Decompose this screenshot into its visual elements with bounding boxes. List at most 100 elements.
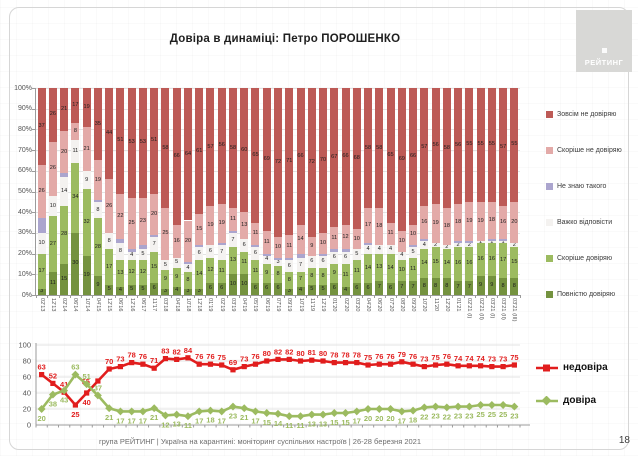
trust-line-chart: 0204060801006352412540557073787671838284… <box>18 341 530 430</box>
trust-point <box>274 409 282 418</box>
distrust-point <box>376 361 382 367</box>
bar-value-label: 5 <box>411 249 415 256</box>
line-value-label: 25 <box>71 410 79 419</box>
bar-segment <box>138 284 147 295</box>
bar-segment <box>307 284 316 295</box>
legend-label: Скоріше не довіряю <box>557 147 622 154</box>
x-tick-label: 02'14 <box>61 298 68 312</box>
bar-segment <box>431 247 440 279</box>
line-value-label: 78 <box>341 351 349 360</box>
bar-segment <box>37 232 46 254</box>
legend-item: Скоріше довіряю <box>546 255 622 262</box>
x-tick-label: 12'16 <box>128 298 135 312</box>
bar-segment <box>251 259 260 283</box>
bar-value-label: 14 <box>61 188 68 194</box>
legend-swatch-icon <box>546 111 553 118</box>
bar-value-label: 19 <box>477 218 484 225</box>
x-tick-mark <box>486 295 488 298</box>
bar-segment <box>487 201 496 240</box>
bar-value-label: 13 <box>229 257 237 264</box>
bar-value-label: 6 <box>220 285 224 292</box>
distrust-point <box>84 390 90 396</box>
legend-label: Зовсім не довіряю <box>557 111 617 118</box>
bar-value-label: 8 <box>512 283 516 290</box>
bar-segment <box>183 272 192 289</box>
y-tick-label: 100 <box>18 341 31 350</box>
bar-segment <box>195 245 204 248</box>
distrust-point <box>230 367 236 373</box>
x-tick-label: 04'20 <box>365 298 372 312</box>
bar-segment <box>476 88 485 202</box>
x-tick-mark <box>407 295 409 298</box>
bar-value-label: 10 <box>398 237 405 244</box>
bar-segment <box>262 88 271 231</box>
bar-value-label: 55 <box>477 141 484 148</box>
x-tick-label: 06'19 <box>263 298 270 312</box>
bar-value-label: 1 <box>490 238 494 245</box>
bar-segment <box>285 259 294 273</box>
bar-segment <box>499 278 508 295</box>
bar-segment <box>420 88 429 206</box>
bar-segment <box>296 88 305 225</box>
line-value-label: 22 <box>443 412 451 421</box>
legend-item: Повністю довіряю <box>546 291 622 298</box>
line-value-label: 81 <box>308 348 316 357</box>
y-tick-label: 80% <box>17 125 32 133</box>
bar-segment <box>251 245 260 248</box>
bar-value-label: 8 <box>501 283 505 290</box>
bar-value-label: 13 <box>241 222 248 229</box>
bar-value-label: 10 <box>409 231 417 238</box>
distrust-marker-icon <box>536 364 558 371</box>
bar-segment <box>319 253 328 256</box>
bar-value-label: 66 <box>297 152 304 159</box>
trust-point <box>420 403 429 412</box>
distrust-point <box>421 364 427 370</box>
bar-value-label: 11 <box>353 267 360 274</box>
distrust-point <box>106 366 112 372</box>
bar-segment <box>274 259 282 267</box>
line-value-label: 78 <box>330 351 338 360</box>
bar-value-label: 13 <box>376 263 383 270</box>
x-tick-label: 05'19 <box>252 298 259 312</box>
line-value-label: 70 <box>105 357 113 366</box>
bar-segment <box>217 243 226 246</box>
bar-segment <box>386 245 395 254</box>
x-tick-label: 04'15 <box>94 298 101 312</box>
bar-y-axis <box>35 88 36 296</box>
distrust-point <box>466 363 472 369</box>
bar-segment <box>442 245 451 250</box>
bar-segment <box>431 243 440 248</box>
line-value-label: 21 <box>105 413 113 422</box>
bar-value-label: 3 <box>287 288 291 295</box>
trust-point <box>386 405 395 413</box>
x-tick-mark <box>294 295 296 298</box>
trust-point <box>206 406 215 415</box>
bar-segment <box>420 241 429 250</box>
bar-segment <box>183 88 192 221</box>
bar-value-label: 70 <box>319 156 327 163</box>
x-tick-label: 12'20 <box>443 298 450 312</box>
x-tick-label: 12'19 <box>320 298 327 312</box>
x-tick-label: 01'20 <box>331 298 338 312</box>
x-tick-label: 03'21 (ІІІ) <box>511 298 518 322</box>
bar-value-label: 19 <box>466 218 473 225</box>
line-value-label: 76 <box>195 352 203 361</box>
x-tick-label: 12'18 <box>196 298 203 312</box>
bar-value-label: 27 <box>49 240 56 247</box>
bar-value-label: 55 <box>488 141 495 148</box>
distrust-point <box>219 362 225 368</box>
x-tick-mark <box>148 295 150 298</box>
x-tick-mark <box>429 295 431 298</box>
line-value-label: 63 <box>71 363 79 372</box>
bar-segment <box>240 88 249 213</box>
line-value-label: 15 <box>341 418 349 427</box>
legend-item: Важко відповісти <box>546 219 622 226</box>
x-tick-label: 06'14 <box>72 298 79 312</box>
line-value-label: 13 <box>308 420 316 429</box>
bar-value-label: 5 <box>355 251 359 258</box>
line-value-label: 12 <box>161 420 169 429</box>
legend-trust-label: довіра <box>563 395 597 406</box>
bar-segment <box>240 212 249 240</box>
bar-value-label: 11 <box>49 280 56 287</box>
x-tick-label: 11'19 <box>308 298 315 312</box>
